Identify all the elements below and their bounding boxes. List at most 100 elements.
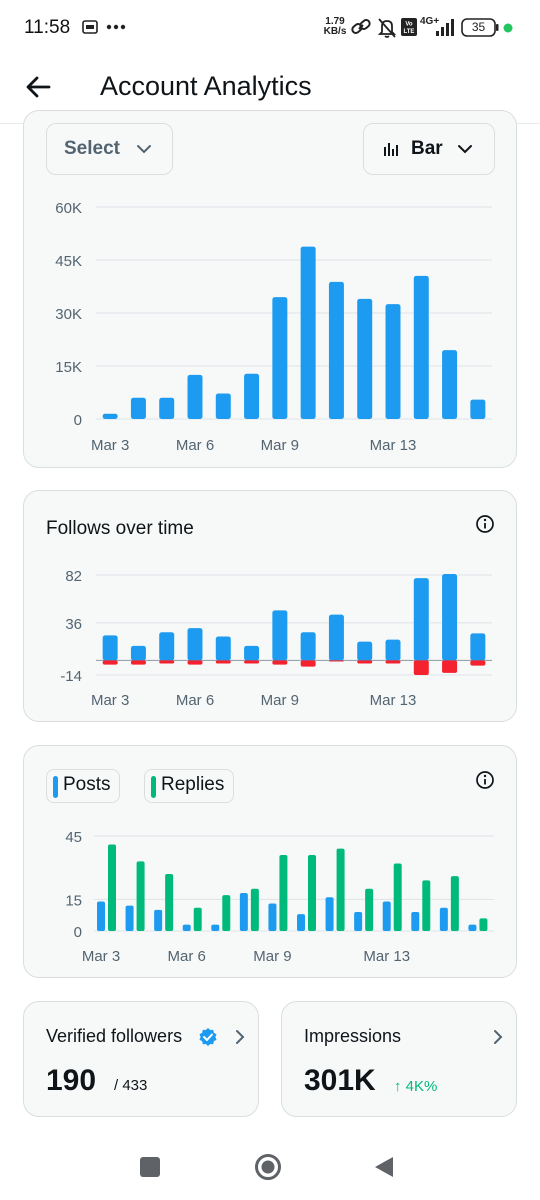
battery-icon [461,18,499,37]
follows-bar [470,633,486,661]
x-tick-label: Mar 6 [168,948,206,965]
arrow-left-icon[interactable] [22,70,56,104]
y-tick-label: 45 [65,829,82,846]
legend-replies[interactable]: Replies [144,769,234,803]
x-tick-label: Mar 9 [253,948,291,965]
volte-icon: Vo LTE [401,18,417,36]
follows-bar [442,573,458,661]
unfollows-bar [470,660,486,666]
x-tick-label: Mar 13 [370,692,417,709]
info-icon[interactable] [475,770,495,790]
verified-followers-total: / 433 [114,1077,148,1094]
chart-type-label: Bar [411,138,443,159]
home-circle-icon[interactable] [254,1153,282,1181]
unfollows-bar [215,660,231,664]
verified-followers-value: 190 [46,1064,97,1097]
y-tick-label: 45K [55,253,82,270]
posts-replies-bar-chart: 0 15 45 Mar 3 Mar 6 Mar 9 Mar 13 [65,829,494,965]
impressions-value: 301K [304,1064,376,1097]
unfollows-bar [159,660,175,664]
impressions-bar [385,304,401,419]
posts-bar [182,924,191,931]
posts-bar [468,924,477,931]
metric-select-dropdown[interactable]: Select [46,123,173,175]
posts-bar [411,912,420,931]
x-tick-label: Mar 3 [82,948,120,965]
unfollows-bar [413,660,429,675]
status-bar: 11:58 1.79 KB/s Vo LTE 4G+ 35 [0,0,540,56]
follows-card-title: Follows over time [46,518,194,539]
follows-bar [385,639,401,661]
unfollows-bar [272,660,288,665]
impressions-bar [328,281,344,419]
x-tick-label: Mar 13 [363,948,410,965]
replies-bar [279,855,288,931]
info-icon[interactable] [475,514,495,534]
signal-icon [436,19,454,36]
posts-bar [268,903,277,931]
replies-bar [365,888,374,931]
y-tick-label: 60K [55,200,82,217]
system-nav-bar [0,1135,540,1200]
unfollows-bar [357,660,373,664]
verified-followers-card[interactable]: Verified followers 190 / 433 [23,1001,259,1117]
unfollows-bar [328,660,344,662]
chevron-right-icon [236,1030,245,1044]
y-tick-label: 36 [65,616,82,633]
y-tick-label: 30K [55,306,82,323]
replies-bar [136,861,145,931]
impressions-bar [470,399,486,419]
follows-bar [130,645,146,661]
mute-bell-icon [377,18,397,38]
battery-level: 35 [471,20,486,34]
impressions-bar [272,297,288,419]
posts-bar [439,907,448,931]
y-tick-label: 0 [74,924,82,941]
svg-text:Vo: Vo [405,22,413,28]
legend-posts[interactable]: Posts [46,769,120,803]
follows-bar [187,628,203,661]
x-tick-label: Mar 3 [91,692,129,709]
posts-bar [382,901,391,931]
impressions-bar [244,373,260,419]
net-speed: 1.79 KB/s [322,17,348,37]
replies-bar [108,844,116,931]
posts-bar [154,909,163,931]
more-dots-icon [106,24,126,30]
recents-square-icon[interactable] [139,1156,161,1178]
x-tick-label: Mar 6 [176,437,214,454]
posts-bar [354,912,363,931]
posts-replies-card: Posts Replies 0 15 45 Mar 3 Mar 6 Mar 9 Mar 13 [23,745,517,978]
impressions-delta: ↑ 4K% [394,1078,438,1095]
status-time: 11:58 [24,17,71,38]
legend-replies-label: Replies [161,774,225,795]
x-tick-label: Mar 9 [261,692,299,709]
replies-swatch [151,776,156,798]
posts-bar [211,924,220,931]
verified-followers-label: Verified followers [46,1026,183,1046]
impressions-bar [215,393,231,419]
unfollows-bar [130,660,146,665]
svg-text:LTE: LTE [404,29,415,35]
posts-bar [325,897,334,931]
impressions-bar [442,350,458,419]
follows-bar [244,645,260,661]
chart-type-dropdown[interactable]: Bar [363,123,495,175]
posts-bar [297,914,305,931]
x-tick-label: Mar 6 [176,692,214,709]
follows-bar [413,578,429,661]
posts-swatch [53,776,58,798]
replies-bar [450,876,459,931]
impressions-bar-chart: 0 15K 30K 45K 60K Mar 3 Mar 6 Mar 9 Mar 13 [55,200,492,454]
x-tick-label: Mar 13 [370,437,417,454]
replies-bar [479,918,488,931]
replies-bar [308,855,316,931]
impressions-bar [357,298,373,419]
network-type: 4G+ [420,16,440,27]
impressions-card[interactable]: Impressions 301K ↑ 4K% [281,1001,517,1117]
impressions-bar [130,397,146,419]
back-triangle-icon[interactable] [373,1155,395,1179]
posts-bar [97,901,105,931]
replies-bar [393,863,402,931]
follows-bar [357,641,373,661]
